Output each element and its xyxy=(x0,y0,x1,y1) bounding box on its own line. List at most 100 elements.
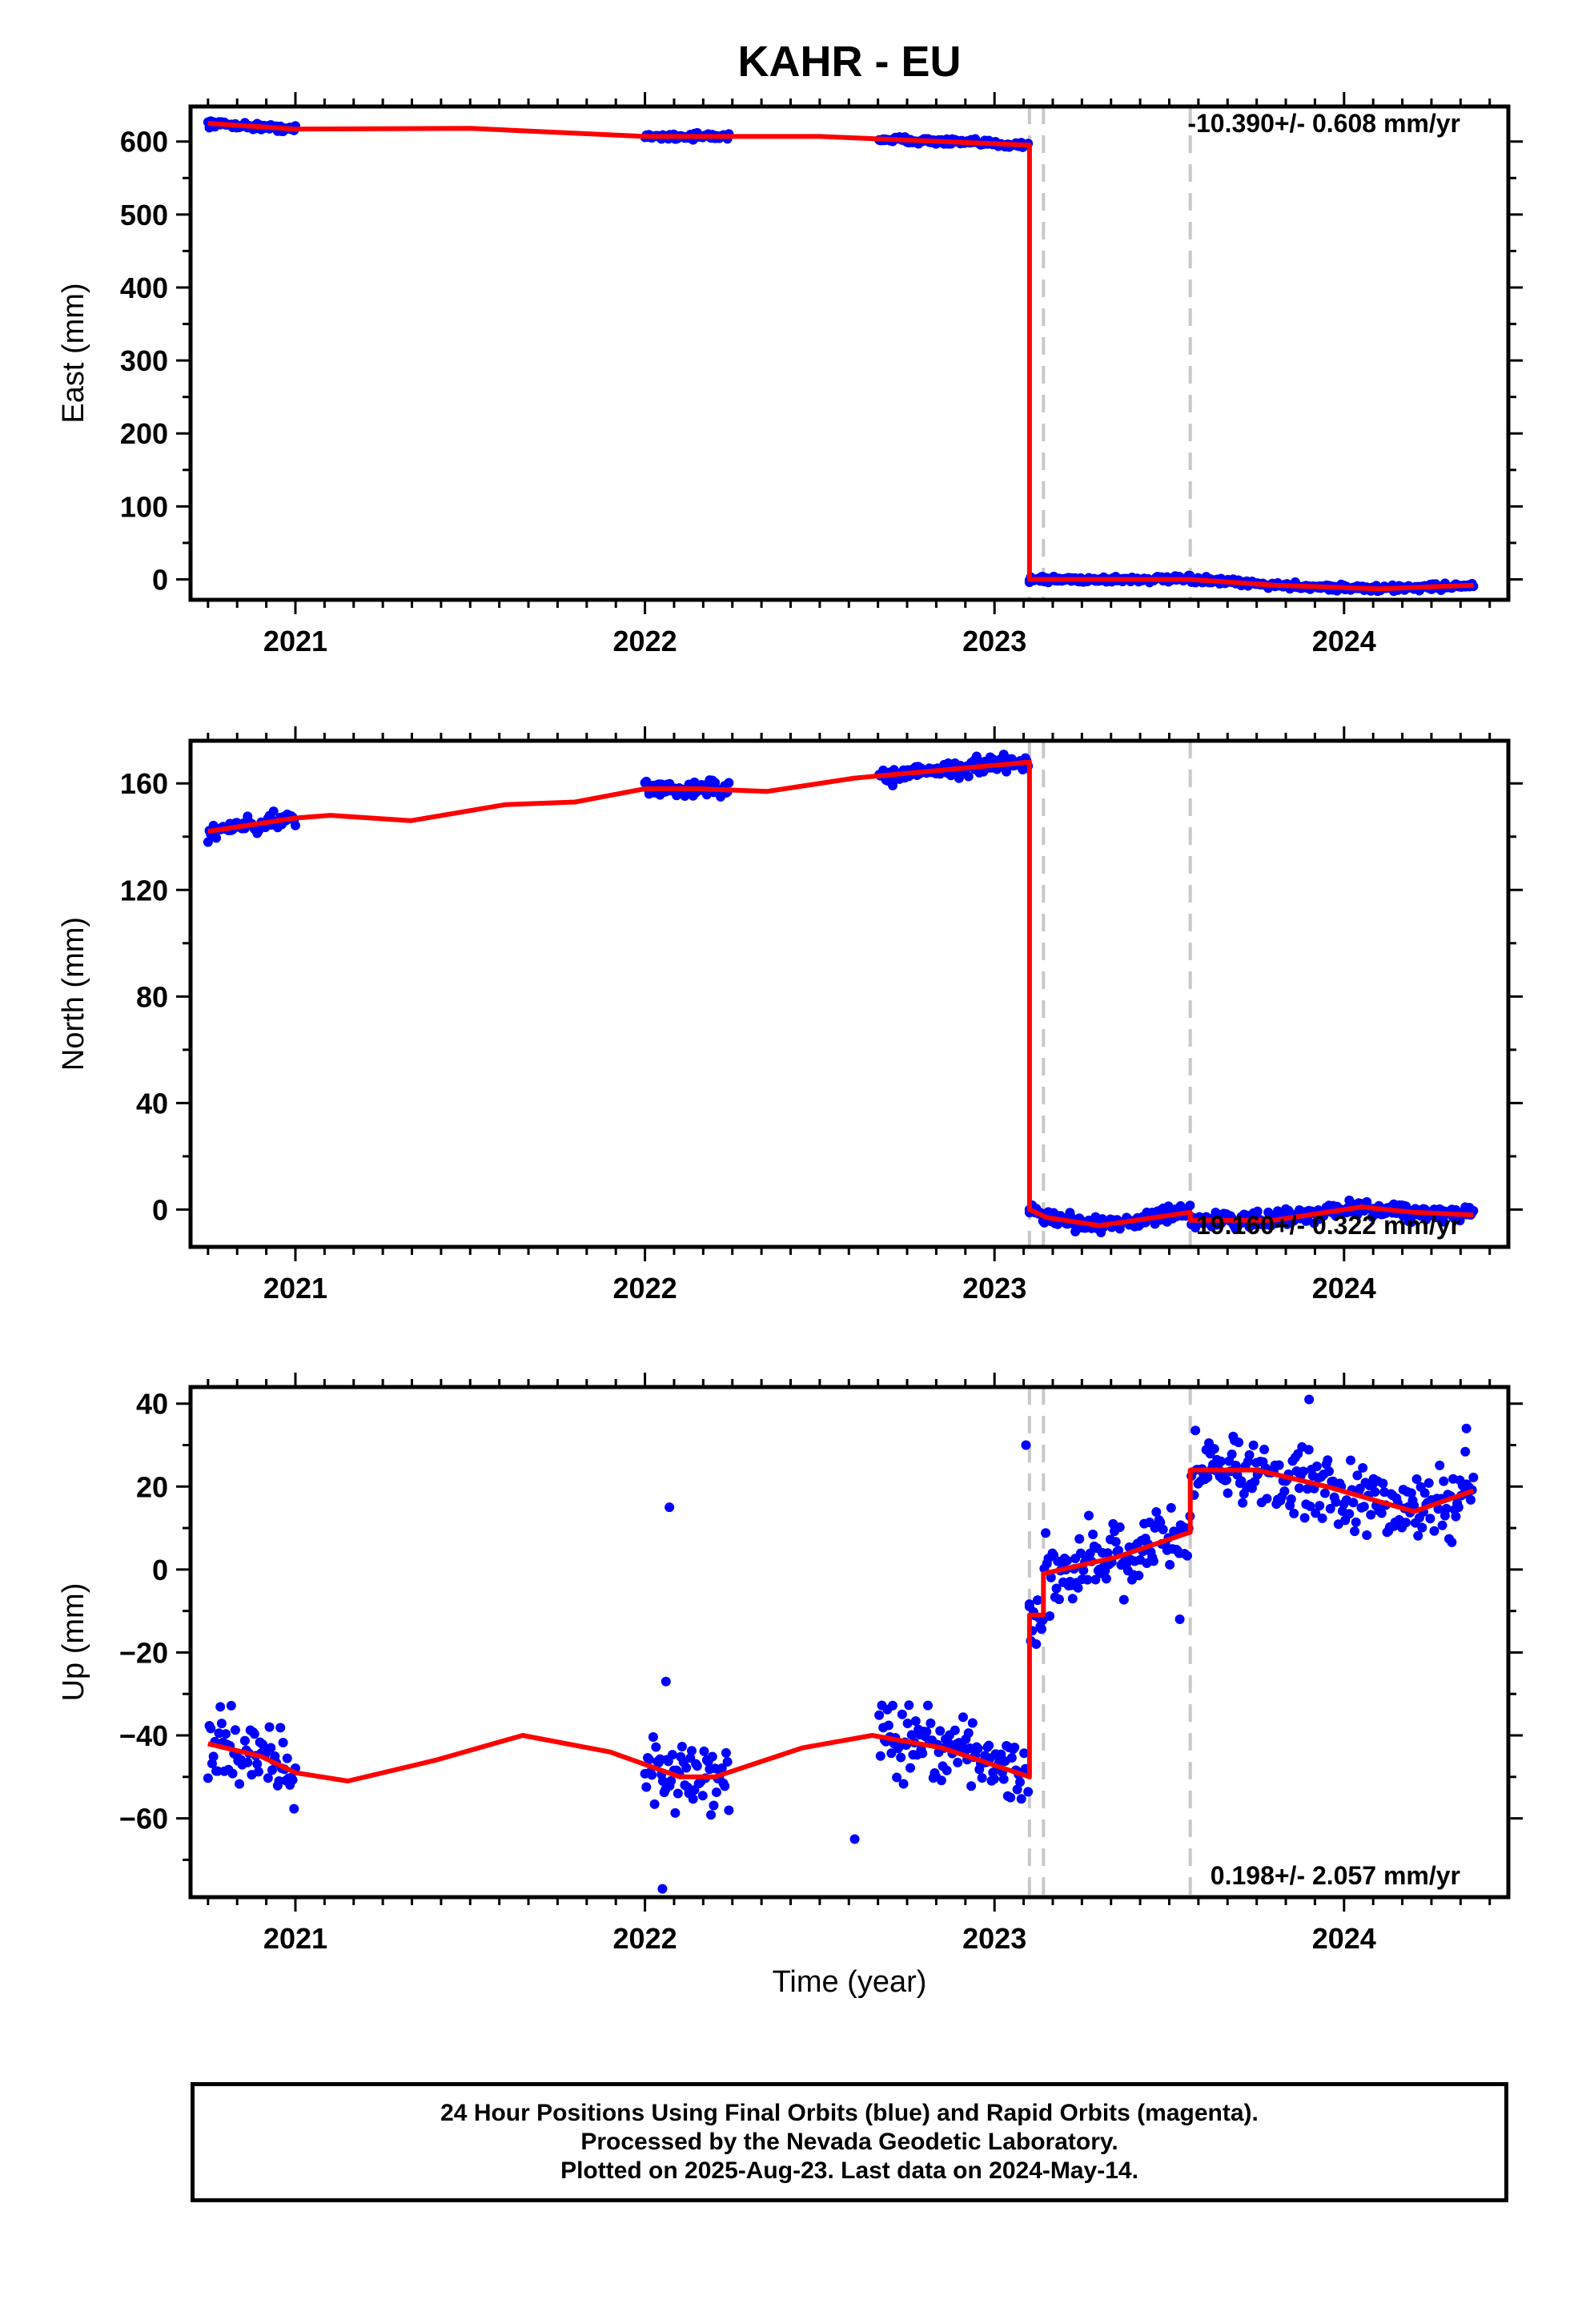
data-point xyxy=(289,1803,299,1814)
x-tick-label: 2024 xyxy=(1312,1272,1376,1305)
data-point xyxy=(1209,1444,1219,1454)
data-point xyxy=(681,1763,692,1773)
data-point xyxy=(287,1775,298,1785)
data-point xyxy=(1366,1510,1376,1520)
data-point xyxy=(1359,1502,1369,1512)
data-point xyxy=(1417,1522,1427,1533)
data-point xyxy=(1358,1462,1368,1473)
data-point xyxy=(666,1775,677,1786)
y-tick-label: 300 xyxy=(120,344,168,377)
x-tick-label: 2024 xyxy=(1312,625,1376,657)
data-point xyxy=(266,1743,276,1753)
footer-line-2: Processed by the Nevada Geodetic Laborat… xyxy=(580,2129,1118,2155)
data-point xyxy=(1078,1566,1089,1576)
data-point xyxy=(720,1781,730,1791)
y-axis-label: Up (mm) xyxy=(57,1583,90,1702)
data-point xyxy=(711,1787,721,1798)
data-point xyxy=(942,1765,952,1775)
x-tick-label: 2022 xyxy=(613,625,677,657)
footer-line-3: Plotted on 2025-Aug-23. Last data on 202… xyxy=(560,2157,1138,2184)
north-panel: 2021 2022 2023 2024 0 40 80 120 160 North (mm) 19.… xyxy=(57,726,1523,1305)
data-point xyxy=(1323,1455,1333,1466)
data-point xyxy=(1252,1206,1263,1216)
data-point xyxy=(699,1746,709,1756)
x-axis-label: Time (year) xyxy=(773,1965,927,1999)
y-tick-label: −40 xyxy=(119,1719,168,1752)
data-point xyxy=(1085,1548,1095,1558)
y-tick-label: 400 xyxy=(120,271,168,304)
data-point xyxy=(203,837,213,847)
data-point xyxy=(902,1718,913,1728)
data-point xyxy=(1298,1466,1308,1477)
data-point xyxy=(227,1768,238,1779)
axes-frame xyxy=(188,1385,1511,1900)
data-point xyxy=(1344,1509,1355,1519)
data-point xyxy=(1012,1784,1022,1795)
data-point xyxy=(721,1747,731,1758)
data-point xyxy=(967,1718,978,1728)
data-point xyxy=(1468,1472,1479,1482)
model-curve xyxy=(207,1467,1475,1783)
data-point xyxy=(1051,1583,1062,1594)
data-point xyxy=(1082,1574,1093,1585)
data-point xyxy=(1348,1498,1359,1508)
up-panel: 2021 2022 2023 2024 −60 −40 −20 0 20 40 Up (mm) 0.1… xyxy=(57,1373,1523,1955)
data-point xyxy=(1010,1742,1020,1752)
data-point xyxy=(1019,1748,1030,1759)
data-point xyxy=(221,1729,231,1739)
data-point xyxy=(1294,1483,1304,1494)
data-point xyxy=(1439,1476,1449,1486)
data-point xyxy=(1174,1614,1185,1625)
data-point xyxy=(896,1752,906,1763)
data-point xyxy=(1411,1474,1422,1485)
y-tick-label: 80 xyxy=(136,980,168,1013)
data-point xyxy=(936,1775,946,1786)
data-point xyxy=(1015,1777,1026,1787)
plot-area xyxy=(203,741,1479,1247)
data-point xyxy=(883,1720,893,1731)
data-point xyxy=(206,1723,216,1734)
data-point xyxy=(926,1718,936,1728)
data-point xyxy=(655,1754,665,1764)
data-point xyxy=(649,1799,660,1809)
data-point xyxy=(267,1765,277,1775)
data-point xyxy=(670,1807,681,1818)
data-point xyxy=(657,1775,668,1786)
data-point xyxy=(1274,1460,1284,1470)
data-point xyxy=(1352,1470,1363,1481)
data-point xyxy=(1305,1501,1315,1511)
data-point xyxy=(230,1725,240,1735)
data-point xyxy=(998,1774,1009,1784)
y-tick-label: 100 xyxy=(120,490,168,523)
data-point xyxy=(1324,1466,1335,1477)
data-point xyxy=(921,1727,932,1737)
model-curve xyxy=(207,759,1474,1228)
data-point xyxy=(1435,1460,1445,1470)
data-point xyxy=(648,1732,658,1743)
data-point xyxy=(724,778,734,788)
data-point xyxy=(1074,1534,1085,1544)
y-tick-label: −60 xyxy=(119,1803,168,1835)
data-point xyxy=(1067,1594,1078,1604)
data-point xyxy=(977,1773,987,1783)
data-point xyxy=(661,1676,671,1687)
data-point xyxy=(268,806,279,817)
data-point xyxy=(904,1700,914,1711)
x-tick-label: 2022 xyxy=(613,1272,677,1305)
data-point xyxy=(897,1709,907,1719)
data-point xyxy=(724,1805,734,1815)
data-point xyxy=(1299,1513,1310,1523)
data-point xyxy=(692,1761,702,1771)
data-point xyxy=(249,1729,259,1739)
data-point xyxy=(252,1759,263,1769)
data-point xyxy=(1148,1556,1158,1566)
footer-line-1: 24 Hour Positions Using Final Orbits (bl… xyxy=(440,2100,1259,2126)
data-point xyxy=(203,1773,213,1783)
y-tick-label: 0 xyxy=(152,1193,168,1226)
data-point xyxy=(208,1751,219,1762)
data-point xyxy=(644,1755,654,1765)
data-point xyxy=(1331,1497,1341,1507)
data-point xyxy=(1351,1517,1361,1527)
x-tick-label: 2024 xyxy=(1312,1922,1376,1955)
